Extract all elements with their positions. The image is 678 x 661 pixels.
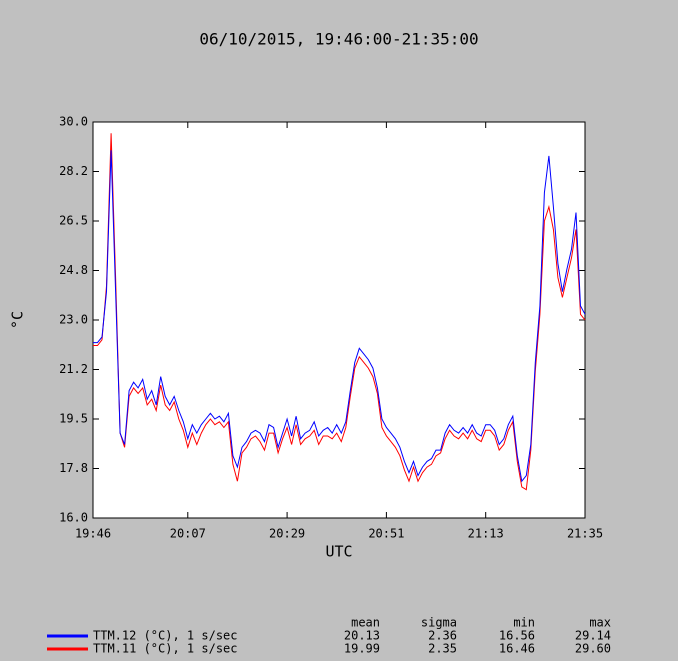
stats-value: 29.14 xyxy=(575,629,611,643)
stats-header: sigma xyxy=(421,616,457,630)
y-axis-label: °C xyxy=(9,311,27,329)
y-tick-label: 28.2 xyxy=(59,164,88,178)
series-line xyxy=(93,133,586,491)
y-tick-label: 23.0 xyxy=(59,313,88,327)
stats-value: 29.60 xyxy=(575,642,611,656)
legend-label: TTM.11 (°C), 1 s/sec xyxy=(93,642,238,656)
y-tick-label: 19.5 xyxy=(59,412,88,426)
chart-title: 06/10/2015, 19:46:00-21:35:00 xyxy=(199,30,478,49)
plot-area xyxy=(92,121,586,519)
x-tick-label: 21:35 xyxy=(567,527,603,541)
y-tick-label: 21.2 xyxy=(59,362,88,376)
y-tick-label: 24.8 xyxy=(59,263,88,277)
stats-value: 2.35 xyxy=(428,642,457,656)
x-tick-label: 21:13 xyxy=(468,527,504,541)
stats-value: 19.99 xyxy=(344,642,380,656)
y-tick-label: 17.8 xyxy=(59,461,88,475)
x-axis-label: UTC xyxy=(325,543,352,561)
stats-value: 2.36 xyxy=(428,629,457,643)
stats-header: mean xyxy=(351,616,380,630)
stats-value: 20.13 xyxy=(344,629,380,643)
x-tick-label: 19:46 xyxy=(75,527,111,541)
stats-value: 16.46 xyxy=(499,642,535,656)
x-tick-label: 20:29 xyxy=(269,527,305,541)
y-tick-label: 26.5 xyxy=(59,214,88,228)
legend-label: TTM.12 (°C), 1 s/sec xyxy=(93,629,238,643)
x-tick-label: 20:51 xyxy=(368,527,404,541)
stats-value: 16.56 xyxy=(499,629,535,643)
series-line xyxy=(93,150,586,483)
y-tick-label: 16.0 xyxy=(59,511,88,525)
stats-header: max xyxy=(589,616,611,630)
stats-header: min xyxy=(513,616,535,630)
x-tick-label: 20:07 xyxy=(170,527,206,541)
y-tick-label: 30.0 xyxy=(59,115,88,129)
